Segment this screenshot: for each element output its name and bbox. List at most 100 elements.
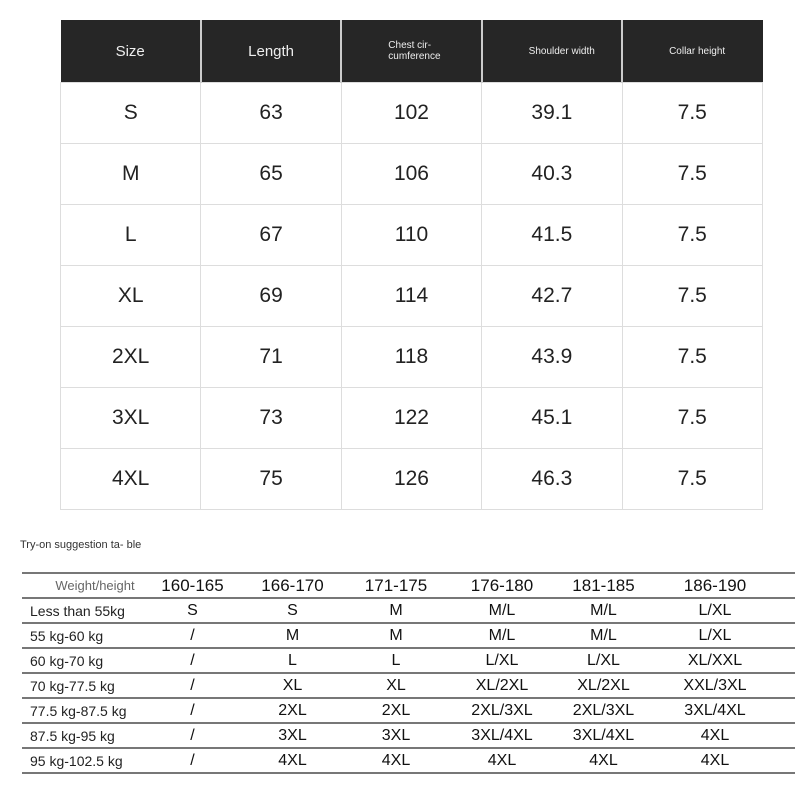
table-row: 60 kg-70 kg / L L L/XL L/XL XL/XXL xyxy=(22,647,795,674)
table-row: Less than 55kg S S M M/L M/L L/XL xyxy=(22,597,795,624)
table-cell: XL xyxy=(360,672,432,699)
table-cell: 7.5 xyxy=(621,448,764,510)
table-cell: XXL/3XL xyxy=(635,672,795,699)
table-cell: 73 xyxy=(200,387,342,449)
table-row: M 65 106 40.3 7.5 xyxy=(59,143,764,205)
table-cell: 7.5 xyxy=(621,265,764,327)
table-cell: 4XL xyxy=(635,722,795,749)
table-cell: 71 xyxy=(200,326,342,388)
table-cell: 4XL xyxy=(432,747,572,774)
table-row: 4XL 75 126 46.3 7.5 xyxy=(59,448,764,510)
table-row: 77.5 kg-87.5 kg/2XL 2XL 2XL/3XL 2XL/3XL 3XL/… xyxy=(22,697,795,724)
table-cell: / xyxy=(160,747,225,774)
table-row: 3XL 73 122 45.1 7.5 xyxy=(59,387,764,449)
column-header: 160-165 xyxy=(160,572,225,599)
column-header: Chest cir- cumference xyxy=(341,20,483,83)
table-row: L 67 110 41.5 7.5 xyxy=(59,204,764,266)
table-cell: / xyxy=(160,672,225,699)
table-cell: 3XL/4XL xyxy=(572,722,635,749)
row-label: 95 kg-102.5 kg xyxy=(22,747,160,774)
table-cell: / xyxy=(160,647,225,674)
suggestion-table: Weight/height 160-165 166-170 171-175 176-18… xyxy=(22,572,795,774)
table-cell: M/L xyxy=(572,622,635,649)
table-cell: 46.3 xyxy=(481,448,623,510)
table-row: S 63 102 39.1 7.5 xyxy=(59,82,764,144)
table-cell: 3XL/4XL xyxy=(432,722,572,749)
table-cell: M xyxy=(59,143,202,205)
table-cell: 7.5 xyxy=(621,204,764,266)
table-cell: 4XL xyxy=(572,747,635,774)
table-cell: 3XL xyxy=(360,722,432,749)
row-label: 60 kg-70 kg xyxy=(22,647,160,674)
table-cell: L/XL xyxy=(572,647,635,674)
table-cell: L xyxy=(360,647,432,674)
table-cell: L/XL xyxy=(635,597,795,624)
table-cell: 45.1 xyxy=(481,387,623,449)
table-cell: 42.7 xyxy=(481,265,623,327)
table-cell: 3XL xyxy=(59,387,202,449)
table-cell: / xyxy=(160,722,225,749)
table-cell: 118 xyxy=(340,326,483,388)
table-cell: 4XL xyxy=(225,747,360,774)
table-row: 70 kg-77.5 kg / XL XL XL/2XL XL/2XL XXL/3XL xyxy=(22,672,795,699)
table-cell: XL xyxy=(225,672,360,699)
table-cell: 2XL/3XL xyxy=(432,697,572,724)
table-cell: XL/XXL xyxy=(635,647,795,674)
table-cell: 75 xyxy=(200,448,342,510)
table-row: 95 kg-102.5 kg/4XL 4XL 4XL 4XL 4XL xyxy=(22,747,795,774)
table-cell: XL/2XL xyxy=(432,672,572,699)
table-cell: M/L xyxy=(572,597,635,624)
table-cell: L/XL xyxy=(635,622,795,649)
row-label: 87.5 kg-95 kg xyxy=(22,722,160,749)
table-cell: M xyxy=(360,597,432,624)
column-header: Shoulder width xyxy=(481,20,624,83)
size-chart-table: Size Length Chest cir- cumference Shoulder … xyxy=(59,20,764,510)
row-label: 77.5 kg-87.5 kg xyxy=(22,697,160,724)
table-cell: L/XL xyxy=(432,647,572,674)
column-header: Collar height xyxy=(622,20,763,83)
table-row: XL 69 114 42.7 7.5 xyxy=(59,265,764,327)
header-row: Weight/height 160-165 166-170 171-175 176-18… xyxy=(22,572,795,599)
table-cell: 2XL xyxy=(59,326,202,388)
column-header: Size xyxy=(60,20,202,83)
table-cell: 126 xyxy=(340,448,483,510)
table-cell: 69 xyxy=(200,265,342,327)
table-cell: XL xyxy=(59,265,202,327)
table-cell: 2XL xyxy=(360,697,432,724)
table-cell: / xyxy=(160,697,225,724)
row-label: 55 kg-60 kg xyxy=(22,622,160,649)
row-label: 70 kg-77.5 kg xyxy=(22,672,160,699)
column-header: 181-185 xyxy=(572,572,635,599)
table-cell: 43.9 xyxy=(481,326,623,388)
table-cell: L xyxy=(59,204,202,266)
column-header: Weight/height xyxy=(22,572,160,599)
table-cell: / xyxy=(160,622,225,649)
table-cell: 7.5 xyxy=(621,143,764,205)
table-cell: M xyxy=(360,622,432,649)
table-cell: S xyxy=(59,82,202,144)
table-cell: XL/2XL xyxy=(572,672,635,699)
table-cell: 2XL/3XL xyxy=(572,697,635,724)
table-cell: S xyxy=(225,597,360,624)
column-header: 186-190 xyxy=(635,572,795,599)
table-cell: 102 xyxy=(340,82,483,144)
table-cell: 7.5 xyxy=(621,82,764,144)
table-cell: 4XL xyxy=(59,448,202,510)
column-header: 166-170 xyxy=(225,572,360,599)
table-cell: L xyxy=(225,647,360,674)
table-cell: 3XL xyxy=(225,722,360,749)
table-row: 2XL 71 118 43.9 7.5 xyxy=(59,326,764,388)
table-cell: 41.5 xyxy=(481,204,623,266)
table-cell: 4XL xyxy=(360,747,432,774)
suggestion-caption: Try-on suggestion ta- ble xyxy=(20,539,142,551)
table-cell: 2XL xyxy=(225,697,360,724)
table-cell: 106 xyxy=(340,143,483,205)
table-cell: 67 xyxy=(200,204,342,266)
table-cell: 7.5 xyxy=(621,326,764,388)
table-cell: M/L xyxy=(432,622,572,649)
table-cell: S xyxy=(160,597,225,624)
table-cell: 39.1 xyxy=(481,82,623,144)
table-cell: 4XL xyxy=(635,747,795,774)
table-cell: M/L xyxy=(432,597,572,624)
table-cell: 40.3 xyxy=(481,143,623,205)
